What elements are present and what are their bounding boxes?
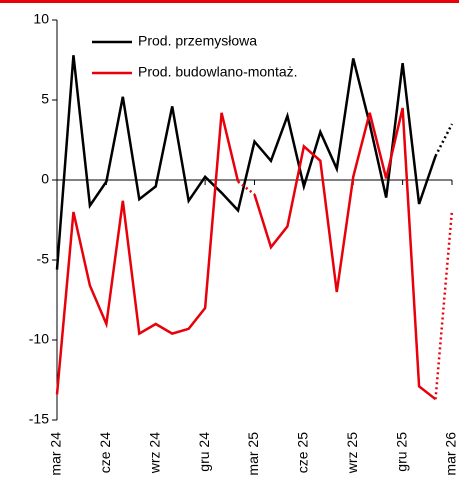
series-line [55, 55, 437, 270]
y-tick-label: 5 [41, 91, 49, 107]
dotted-segment [434, 123, 454, 157]
series-line [55, 112, 240, 395]
x-tick-label: cze 25 [295, 432, 311, 473]
x-tick-label: mar 24 [48, 432, 64, 476]
x-tick-label: gru 25 [393, 432, 409, 472]
dotted-segment [434, 210, 454, 400]
x-tick-label: cze 24 [97, 432, 113, 473]
legend-label: Prod. budowlano-montaż. [138, 64, 298, 80]
x-tick-label: wrz 24 [146, 432, 162, 474]
y-tick-label: -5 [37, 251, 50, 267]
y-tick-label: 0 [41, 171, 49, 187]
series-line [253, 107, 437, 401]
legend-label: Prod. przemysłowa [138, 33, 257, 49]
x-tick-label: wrz 25 [344, 432, 360, 474]
x-tick-label: mar 25 [245, 432, 261, 476]
y-tick-label: -10 [29, 331, 49, 347]
y-tick-label: 10 [33, 11, 49, 27]
x-tick-label: gru 24 [196, 432, 212, 472]
top-border [0, 0, 459, 3]
x-tick-label: mar 26 [443, 432, 459, 476]
y-tick-label: -15 [29, 411, 49, 427]
dotted-segment [237, 180, 256, 196]
